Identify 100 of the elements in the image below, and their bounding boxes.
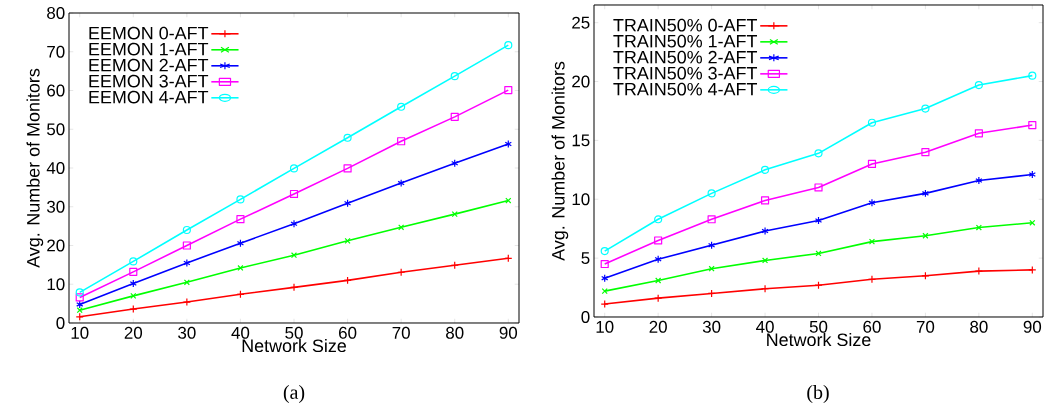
x-tick-label: 70 bbox=[392, 326, 410, 339]
point bbox=[601, 274, 609, 283]
point bbox=[129, 304, 138, 314]
point bbox=[183, 279, 190, 286]
point bbox=[867, 118, 877, 127]
point bbox=[343, 133, 352, 142]
point bbox=[289, 283, 299, 292]
point bbox=[814, 149, 823, 158]
point bbox=[182, 241, 191, 250]
point bbox=[236, 215, 245, 224]
point bbox=[600, 259, 609, 269]
point bbox=[451, 211, 458, 218]
point bbox=[600, 246, 609, 256]
point bbox=[450, 72, 459, 81]
point bbox=[922, 232, 929, 239]
y-tick-label: 10 bbox=[47, 278, 65, 291]
point bbox=[975, 224, 982, 231]
text: (a) bbox=[283, 384, 305, 404]
x-tick-label: 40 bbox=[756, 320, 774, 333]
point bbox=[504, 41, 513, 50]
legend-label: EEMON 0-AFT bbox=[89, 26, 209, 40]
legend-label: TRAIN50% 0-AFT bbox=[613, 18, 758, 32]
point bbox=[975, 176, 983, 185]
point bbox=[867, 275, 877, 284]
point bbox=[921, 148, 930, 157]
point bbox=[397, 179, 405, 188]
x-tick-label: 20 bbox=[124, 326, 143, 339]
point bbox=[868, 198, 876, 207]
point bbox=[921, 189, 930, 198]
point bbox=[75, 293, 84, 302]
point bbox=[289, 189, 299, 199]
point bbox=[343, 164, 352, 173]
y-axis-title: Avg. Number of Monitors bbox=[26, 68, 44, 268]
x-tick-label: 90 bbox=[499, 326, 518, 339]
point bbox=[397, 268, 406, 277]
y-tick-label: 60 bbox=[47, 84, 65, 97]
point bbox=[397, 137, 406, 146]
y-tick-label: 5 bbox=[581, 252, 590, 265]
point bbox=[1028, 170, 1036, 179]
point bbox=[129, 279, 137, 288]
y-tick-label: 15 bbox=[572, 134, 590, 147]
x-tick-label: 70 bbox=[916, 320, 935, 333]
point bbox=[1028, 71, 1037, 80]
point bbox=[75, 288, 84, 297]
point bbox=[814, 216, 823, 225]
y-axis-title: Avg. Number of Monitors bbox=[551, 61, 569, 261]
point bbox=[974, 80, 983, 90]
legend-label: TRAIN50% 2-AFT bbox=[613, 50, 758, 64]
point bbox=[707, 189, 716, 198]
point bbox=[236, 239, 245, 248]
legend-label: EEMON 2-AFT bbox=[89, 58, 209, 72]
legend-label: TRAIN50% 3-AFT bbox=[613, 66, 758, 80]
y-tick-label: 30 bbox=[46, 200, 65, 213]
point bbox=[654, 255, 662, 264]
point bbox=[505, 197, 512, 204]
x-tick-label: 60 bbox=[863, 320, 881, 333]
point bbox=[237, 264, 244, 272]
point bbox=[76, 307, 83, 314]
point bbox=[654, 236, 663, 245]
point bbox=[129, 267, 138, 276]
point bbox=[343, 199, 352, 208]
point bbox=[76, 300, 84, 309]
point bbox=[182, 225, 191, 235]
point bbox=[974, 266, 983, 276]
point bbox=[601, 288, 608, 295]
x-tick-label: 10 bbox=[71, 326, 89, 339]
y-tick-label: 20 bbox=[47, 239, 65, 252]
point bbox=[974, 129, 983, 138]
point bbox=[504, 86, 513, 95]
point bbox=[450, 112, 459, 121]
point bbox=[130, 292, 137, 299]
point bbox=[760, 196, 770, 205]
legend-label: TRAIN50% 4-AFT bbox=[613, 82, 758, 96]
point bbox=[236, 195, 245, 204]
x-tick-label: 40 bbox=[231, 326, 250, 339]
point bbox=[129, 257, 138, 266]
point bbox=[1028, 121, 1037, 130]
point bbox=[707, 215, 716, 224]
y-tick-label: 80 bbox=[47, 7, 65, 19]
x-tick-label: 80 bbox=[970, 320, 988, 333]
y-tick-label: 70 bbox=[47, 45, 65, 58]
point bbox=[867, 159, 877, 169]
legend-label: TRAIN50% 1-AFT bbox=[613, 34, 758, 48]
y-tick-label: 50 bbox=[47, 123, 65, 136]
point bbox=[655, 277, 662, 284]
point bbox=[1029, 219, 1036, 226]
point bbox=[868, 238, 876, 245]
x-tick-label: 30 bbox=[178, 326, 196, 339]
x-tick-label: 50 bbox=[809, 320, 828, 333]
y-tick-label: 0 bbox=[56, 317, 65, 329]
y-tick-label: 10 bbox=[572, 193, 590, 206]
x-tick-label: 10 bbox=[596, 320, 614, 333]
x-tick-label: 90 bbox=[1023, 320, 1042, 333]
point bbox=[761, 257, 769, 264]
point bbox=[451, 159, 459, 168]
y-tick-label: 20 bbox=[572, 75, 590, 88]
point bbox=[600, 299, 609, 309]
point bbox=[182, 297, 191, 307]
x-tick-label: 20 bbox=[649, 320, 667, 333]
x-axis-title: Network Size bbox=[767, 332, 871, 347]
